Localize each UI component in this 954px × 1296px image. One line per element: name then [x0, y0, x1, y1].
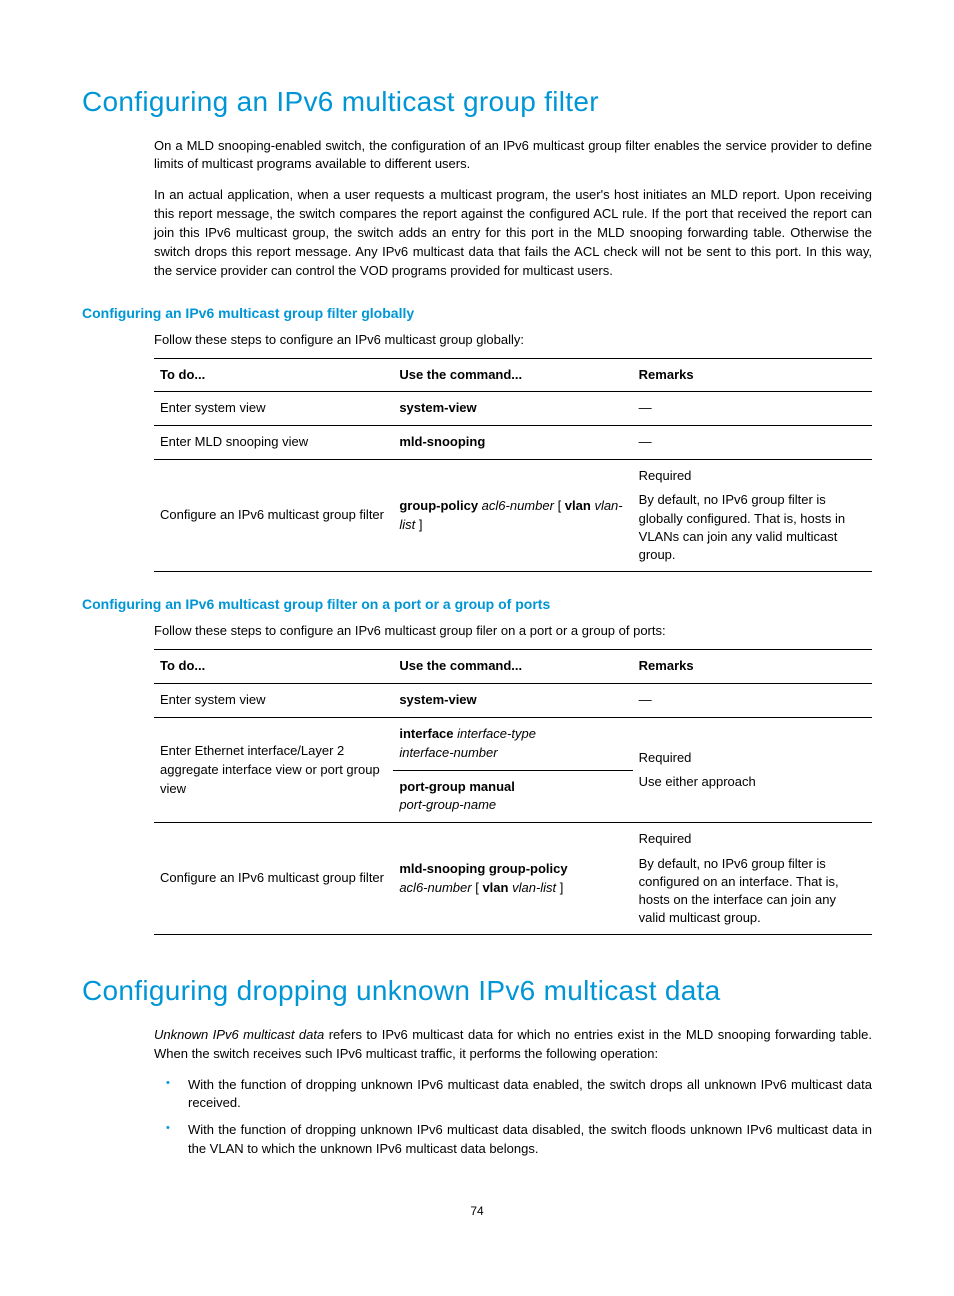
page-number: 74	[82, 1203, 872, 1220]
table-cell: mld-snooping group-policy acl6-number [ …	[393, 823, 632, 935]
config-table-global: To do... Use the command... Remarks Ente…	[154, 358, 872, 572]
table-intro: Follow these steps to configure an IPv6 …	[154, 622, 872, 641]
bullet-list: With the function of dropping unknown IP…	[154, 1076, 872, 1159]
table-cell: mld-snooping	[393, 426, 632, 460]
table-cell: Required Use either approach	[633, 717, 872, 822]
list-item: With the function of dropping unknown IP…	[154, 1076, 872, 1114]
table-header-row: To do... Use the command... Remarks	[154, 358, 872, 392]
table-cell: —	[633, 392, 872, 426]
table-row: Enter system view system-view —	[154, 392, 872, 426]
body-paragraph: Unknown IPv6 multicast data refers to IP…	[154, 1026, 872, 1064]
table-cell: —	[633, 426, 872, 460]
subsection-heading: Configuring an IPv6 multicast group filt…	[82, 594, 872, 614]
table-row: Configure an IPv6 multicast group filter…	[154, 823, 872, 935]
table-cell: interface interface-type interface-numbe…	[393, 717, 632, 770]
table-header: To do...	[154, 358, 393, 392]
config-table-port: To do... Use the command... Remarks Ente…	[154, 649, 872, 935]
table-cell: system-view	[393, 392, 632, 426]
table-row: Enter system view system-view —	[154, 684, 872, 718]
table-cell: port-group manual port-group-name	[393, 770, 632, 823]
table-header-row: To do... Use the command... Remarks	[154, 650, 872, 684]
body-paragraph: In an actual application, when a user re…	[154, 186, 872, 280]
table-row: Enter MLD snooping view mld-snooping —	[154, 426, 872, 460]
table-cell: Required By default, no IPv6 group filte…	[633, 823, 872, 935]
table-header: Remarks	[633, 358, 872, 392]
table-row: Configure an IPv6 multicast group filter…	[154, 460, 872, 572]
list-item: With the function of dropping unknown IP…	[154, 1121, 872, 1159]
table-cell: Enter MLD snooping view	[154, 426, 393, 460]
section-heading: Configuring dropping unknown IPv6 multic…	[82, 971, 872, 1012]
body-paragraph: On a MLD snooping-enabled switch, the co…	[154, 137, 872, 175]
table-header: To do...	[154, 650, 393, 684]
table-cell: Required By default, no IPv6 group filte…	[633, 460, 872, 572]
table-intro: Follow these steps to configure an IPv6 …	[154, 331, 872, 350]
table-header: Use the command...	[393, 358, 632, 392]
section-heading: Configuring an IPv6 multicast group filt…	[82, 82, 872, 123]
table-cell: Enter Ethernet interface/Layer 2 aggrega…	[154, 717, 393, 822]
table-row: Enter Ethernet interface/Layer 2 aggrega…	[154, 717, 872, 770]
subsection-heading: Configuring an IPv6 multicast group filt…	[82, 303, 872, 323]
table-cell: Enter system view	[154, 392, 393, 426]
table-cell: Configure an IPv6 multicast group filter	[154, 823, 393, 935]
table-cell: group-policy acl6-number [ vlan vlan-lis…	[393, 460, 632, 572]
table-header: Use the command...	[393, 650, 632, 684]
table-cell: Enter system view	[154, 684, 393, 718]
table-cell: system-view	[393, 684, 632, 718]
table-cell: —	[633, 684, 872, 718]
table-cell: Configure an IPv6 multicast group filter	[154, 460, 393, 572]
table-header: Remarks	[633, 650, 872, 684]
